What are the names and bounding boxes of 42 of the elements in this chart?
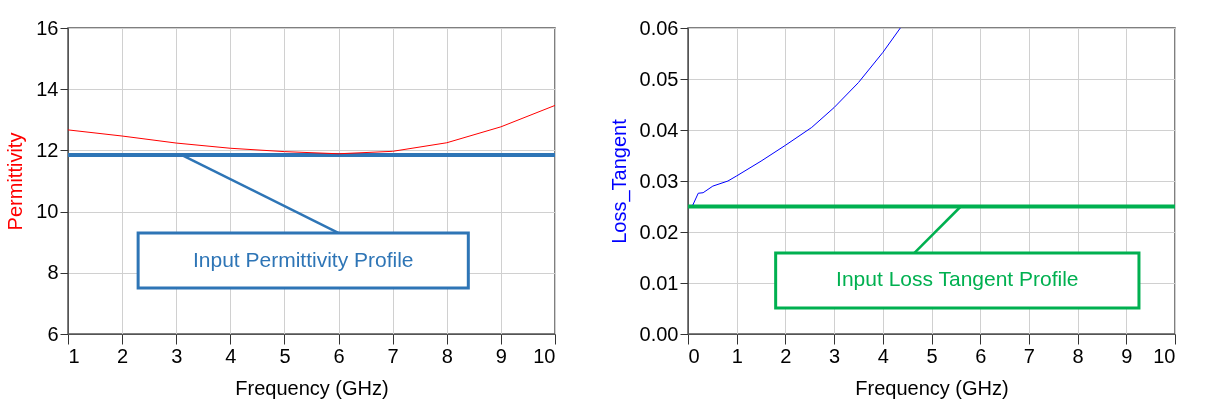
x-axis-title: Frequency (GHz) [235,376,389,399]
x-tick-label: 3 [829,344,841,367]
x-tick-label: 2 [117,344,129,367]
ref-line-label: Input Permittivity Profile [192,247,414,271]
x-tick-label: 1 [731,344,743,367]
legend-label: Input Loss Tangent Profile [836,267,1079,291]
y-tick-label: 6 [47,322,59,345]
y-tick-label: 10 [36,200,59,223]
x-tick-label: 8 [441,344,453,367]
y-tick-label: 0.02 [639,220,679,243]
y-tick-label: 0.05 [639,67,679,90]
line-series [692,28,901,206]
x-tick-label: 9 [495,344,507,367]
x-tick-label: 5 [279,344,291,367]
x-tick-label: 10 [533,344,556,367]
x-tick-label: 4 [877,344,889,367]
y-tick-label: 0.06 [639,16,679,39]
x-axis-title: Frequency (GHz) [855,376,1009,399]
x-tick-label: 5 [926,344,938,367]
x-tick-label: 7 [1023,344,1035,367]
x-tick-label: 9 [1121,344,1133,367]
y-tick-label: 0.03 [639,169,679,192]
x-tick-label: 6 [333,344,345,367]
x-tick-label: 1 [68,344,80,367]
x-tick-label: 8 [1072,344,1084,367]
y-tick-label: 0.04 [639,118,679,141]
y-tick-label: 8 [47,261,59,284]
x-tick-label: 2 [780,344,792,367]
x-tick-label: 10 [1153,344,1176,367]
x-tick-label: 7 [387,344,399,367]
x-tick-label: 4 [225,344,237,367]
y-tick-label: 16 [36,16,59,39]
y-axis-title: Loss_Tangent [607,118,631,244]
y-tick-label: 0.00 [639,322,679,345]
line-series [68,104,555,155]
x-tick-label: 0 [688,344,700,367]
x-tick-label: 6 [975,344,987,367]
y-tick-label: 14 [36,77,59,100]
y-tick-label: 0.01 [639,271,679,294]
x-tick-label: 3 [171,344,183,367]
y-tick-label: 12 [36,138,59,161]
y-axis-title: Permittivity [4,132,27,231]
